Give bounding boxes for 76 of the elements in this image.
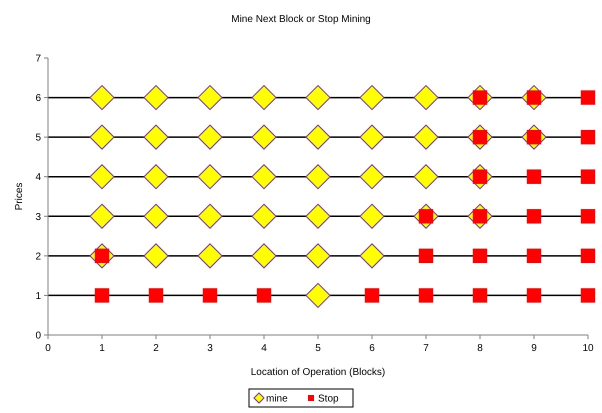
point (144, 204, 168, 229)
point (94, 288, 110, 303)
y-tick-label: 0 (35, 330, 42, 342)
point (360, 124, 384, 150)
point (144, 243, 168, 268)
point (414, 124, 438, 150)
point (90, 164, 114, 190)
x-tick-label: 7 (423, 343, 430, 354)
y-tick-label: 4 (35, 172, 42, 184)
chart-title: Mine Next Block or Stop Mining (231, 14, 371, 25)
y-tick-label: 5 (35, 132, 42, 144)
point (252, 124, 276, 150)
point (90, 124, 114, 150)
point (526, 170, 542, 184)
point (580, 170, 596, 184)
point (418, 288, 434, 303)
point (252, 85, 276, 110)
x-tick-label: 0 (45, 343, 52, 354)
point (148, 288, 164, 303)
x-tick-label: 10 (582, 343, 594, 354)
x-tick-label: 1 (99, 343, 106, 354)
point (144, 164, 168, 190)
x-tick-label: 6 (369, 343, 376, 354)
point (580, 130, 596, 144)
point (526, 248, 542, 264)
point (472, 288, 488, 303)
point (198, 164, 222, 190)
x-tick-label: 8 (477, 343, 484, 354)
point (202, 288, 218, 303)
point (306, 124, 330, 150)
point (306, 282, 330, 308)
point (580, 288, 596, 303)
point (144, 85, 168, 110)
point (360, 85, 384, 110)
legend-label: Stop (318, 394, 340, 404)
y-tick-label: 1 (35, 290, 42, 302)
point (364, 288, 380, 303)
point (526, 209, 542, 224)
point (144, 124, 168, 150)
x-tick-label: 9 (531, 343, 538, 354)
point (252, 164, 276, 190)
point (360, 204, 384, 229)
point (90, 85, 114, 110)
point (198, 243, 222, 268)
y-tick-label: 6 (35, 93, 42, 104)
x-axis-title: Location of Operation (Blocks) (250, 367, 386, 378)
x-tick-label: 3 (207, 343, 214, 354)
point (252, 204, 276, 229)
point (306, 85, 330, 110)
point (414, 164, 438, 190)
point (198, 85, 222, 110)
x-tick-label: 4 (261, 343, 268, 354)
point (472, 248, 488, 264)
point (360, 164, 384, 190)
point (198, 204, 222, 229)
x-tick-label: 5 (315, 343, 322, 354)
point (414, 85, 438, 110)
point (580, 90, 596, 105)
point (306, 204, 330, 229)
point (580, 248, 596, 264)
point (198, 124, 222, 150)
point (360, 243, 384, 268)
legend-label: mine (266, 394, 288, 404)
point (306, 164, 330, 190)
point (306, 243, 330, 268)
point (252, 243, 276, 268)
x-tick-label: 2 (153, 343, 160, 354)
y-tick-label: 7 (35, 54, 42, 64)
point (90, 204, 114, 229)
y-axis-title: Prices (14, 182, 25, 210)
point (526, 288, 542, 303)
y-tick-label: 2 (35, 251, 42, 262)
point (256, 288, 272, 303)
point (580, 209, 596, 224)
point (418, 248, 434, 264)
y-tick-label: 3 (35, 212, 42, 223)
